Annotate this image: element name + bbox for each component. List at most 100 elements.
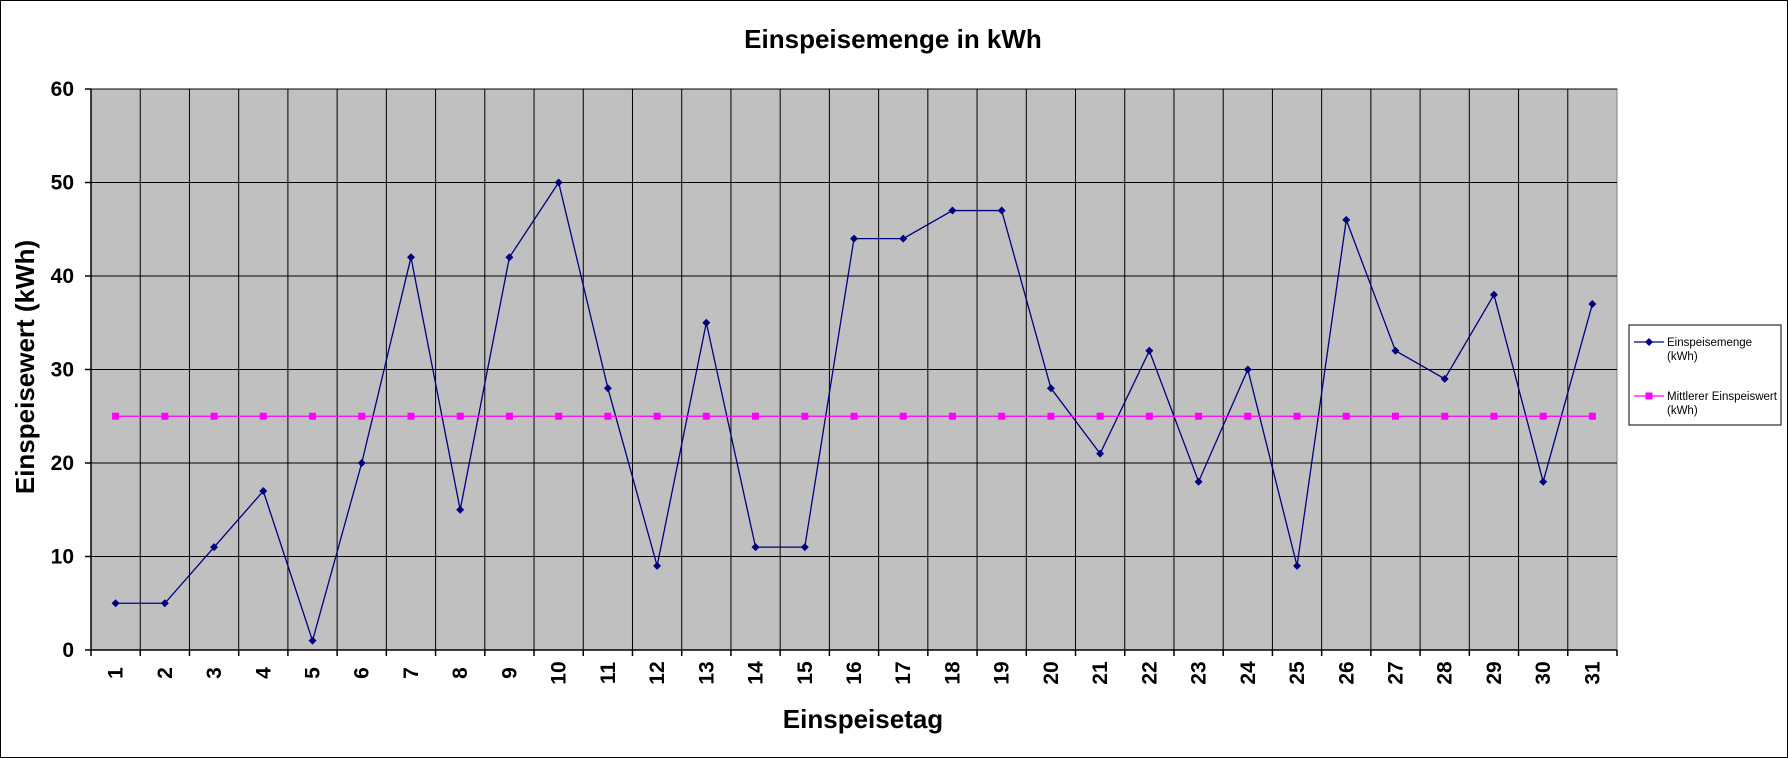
data-point (1588, 412, 1596, 420)
data-point (111, 599, 120, 608)
legend: Einspeisemenge (kWh) Mittlerer Einspeiswer… (1628, 324, 1782, 426)
data-point (1096, 412, 1104, 420)
data-point (309, 412, 317, 420)
x-tick-label: 4 (252, 667, 275, 679)
data-point (161, 412, 169, 420)
x-tick-label: 9 (498, 667, 521, 679)
x-tick-label: 12 (646, 661, 669, 684)
data-point (160, 599, 169, 608)
data-point (1096, 449, 1105, 458)
x-tick-label: 23 (1188, 661, 1211, 684)
y-tick-label: 0 (62, 639, 74, 662)
data-point (702, 412, 710, 420)
legend-label: Einspeisemenge (1667, 337, 1752, 349)
x-tick-label: 10 (548, 661, 571, 684)
data-point (554, 178, 563, 187)
x-tick-label: 3 (203, 667, 226, 679)
x-tick-label: 28 (1434, 661, 1457, 685)
data-point (1244, 412, 1252, 420)
grid-lines (91, 88, 1617, 650)
x-tick-label: 30 (1532, 661, 1555, 684)
data-point (259, 487, 268, 496)
data-point (997, 206, 1006, 215)
data-point (653, 561, 662, 570)
data-point (1539, 412, 1547, 420)
data-point (751, 543, 760, 552)
data-point (1391, 412, 1399, 420)
data-point (1342, 412, 1350, 420)
data-point (210, 543, 219, 552)
data-point (112, 412, 120, 420)
data-point (850, 412, 858, 420)
x-tick-label: 17 (892, 661, 915, 684)
chart-title: Einspeisemenge in kWh (744, 24, 1042, 54)
data-point (752, 412, 760, 420)
data-point (603, 384, 612, 393)
x-tick-label: 15 (794, 661, 817, 685)
x-tick-label: 6 (351, 667, 374, 679)
data-point (604, 412, 612, 420)
data-point (998, 412, 1006, 420)
data-point (406, 253, 415, 262)
series-2 (112, 412, 1596, 420)
data-point (456, 412, 464, 420)
data-point (456, 505, 465, 514)
x-tick-label: 5 (302, 667, 325, 679)
data-point (358, 412, 366, 420)
x-tick-label: 20 (1040, 661, 1063, 684)
data-point (1243, 365, 1252, 374)
x-tick-label: 18 (941, 661, 964, 685)
x-tick-label: 14 (745, 661, 768, 685)
y-tick-label: 20 (51, 452, 74, 475)
legend-label: Mittlerer Einspeiswert (1667, 391, 1778, 403)
data-point (505, 253, 514, 262)
data-point (899, 234, 908, 243)
data-point (702, 318, 711, 327)
legend-marker (1645, 392, 1653, 400)
data-point (948, 412, 956, 420)
data-point (505, 412, 513, 420)
x-tick-label: 26 (1335, 661, 1358, 684)
data-point (1145, 346, 1154, 355)
data-point (1539, 477, 1548, 486)
data-point (1293, 412, 1301, 420)
data-point (259, 412, 267, 420)
data-point (1145, 412, 1153, 420)
y-tick-label: 60 (51, 78, 74, 101)
x-tick-label: 25 (1286, 661, 1309, 685)
x-tick-label: 21 (1089, 661, 1112, 685)
data-point (357, 459, 366, 467)
x-tick-label: 29 (1483, 661, 1506, 684)
data-point (555, 412, 563, 420)
data-point (1588, 300, 1597, 309)
x-tick-label: 1 (105, 667, 128, 679)
legend-marker (1645, 338, 1653, 346)
data-point (1195, 412, 1203, 420)
data-point (1441, 412, 1449, 420)
x-tick-label: 22 (1138, 661, 1161, 684)
data-point (1194, 477, 1203, 486)
data-point (801, 412, 809, 420)
data-point (850, 234, 858, 243)
x-tick-label: 2 (154, 667, 177, 679)
data-point (210, 412, 218, 420)
y-tick-label: 10 (51, 546, 74, 569)
series-layer (111, 178, 1597, 645)
data-point (1047, 412, 1055, 420)
x-tick-label: 16 (843, 661, 866, 684)
data-point (899, 412, 907, 420)
x-tick-label: 13 (695, 661, 718, 684)
x-tick-label: 27 (1384, 661, 1407, 684)
data-point (1440, 374, 1449, 383)
data-point (1342, 215, 1351, 224)
data-point (1391, 346, 1400, 355)
data-point (1046, 384, 1055, 393)
x-tick-label: 31 (1581, 661, 1604, 685)
x-tick-label: 8 (449, 667, 472, 679)
x-axis-title: Einspeisetag (783, 704, 943, 734)
y-axis-title: Einspeisewert (kWh) (10, 240, 40, 494)
y-tick-label: 30 (51, 359, 74, 382)
